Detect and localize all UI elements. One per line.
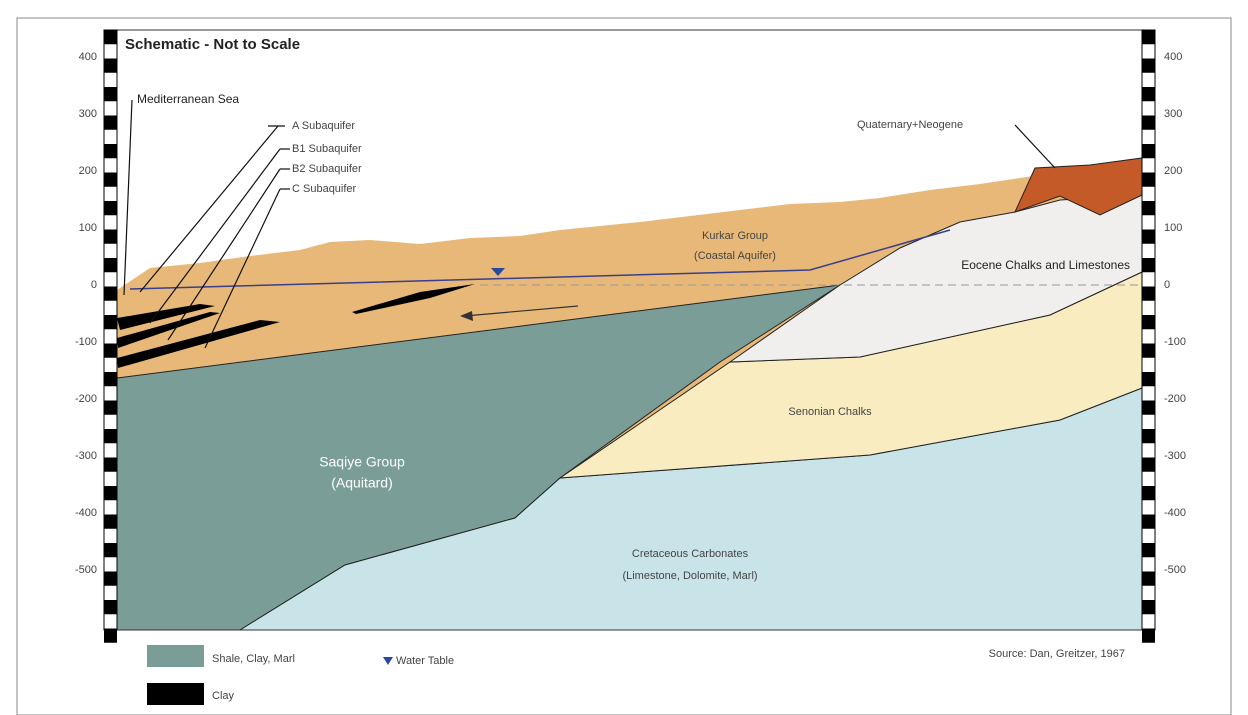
scale-label: 0 [1164, 279, 1170, 291]
ruler-segment [1142, 201, 1155, 216]
label: Quaternary+Neogene [857, 119, 963, 131]
scale-label: -200 [1164, 393, 1186, 405]
ruler-segment [104, 343, 117, 358]
ruler-segment [1142, 571, 1155, 586]
ruler-segment [1142, 87, 1155, 102]
source: Source: Dan, Greitzer, 1967 [989, 648, 1125, 660]
scale-label: -300 [75, 450, 97, 462]
ruler-segment [1142, 315, 1155, 330]
ruler-segment [1142, 144, 1155, 159]
legend-label: Water Table [396, 655, 454, 667]
scale-label: -500 [75, 564, 97, 576]
ruler-segment [104, 457, 117, 472]
scale-label: -100 [75, 336, 97, 348]
leader-lines [123, 99, 1056, 349]
ruler-segment [104, 543, 117, 558]
flow-arrow [464, 305, 579, 317]
clay-lenses [117, 284, 475, 368]
scale-label: -400 [75, 507, 97, 519]
scale-label: -200 [75, 393, 97, 405]
legend-marker [383, 657, 393, 665]
ruler-segment [1142, 486, 1155, 501]
ruler-segment [1142, 457, 1155, 472]
legend-label: Shale, Clay, Marl [212, 653, 295, 665]
scale-label: 100 [1164, 222, 1182, 234]
label: Kurkar Group [702, 230, 768, 242]
scale-label: 0 [91, 279, 97, 291]
scale-label: 200 [79, 165, 97, 177]
ruler-segment [1142, 286, 1155, 301]
ruler-segment [1142, 258, 1155, 273]
water-table-line [129, 229, 951, 290]
ruler-segment [104, 201, 117, 216]
ruler-segment [104, 229, 117, 244]
label: B1 Subaquifer [292, 143, 362, 155]
legend-swatch [147, 683, 204, 705]
ruler-segment [104, 30, 117, 45]
ruler-segment [1142, 514, 1155, 529]
scale-label: 100 [79, 222, 97, 234]
ruler-segment [104, 429, 117, 444]
ruler-segment [1142, 172, 1155, 187]
ruler-segment [1142, 543, 1155, 558]
ruler-segment [104, 144, 117, 159]
ruler-segment [1142, 400, 1155, 415]
ruler-segment [1142, 429, 1155, 444]
ruler-segment [104, 486, 117, 501]
flow-arrowhead [460, 311, 473, 321]
ruler-segment [104, 315, 117, 330]
label: (Limestone, Dolomite, Marl) [622, 570, 757, 582]
scale-label: -500 [1164, 564, 1186, 576]
scale-label: 400 [79, 51, 97, 63]
ruler-segment [104, 58, 117, 73]
cross-section [116, 99, 1143, 631]
scale-label: -400 [1164, 507, 1186, 519]
title: Schematic - Not to Scale [125, 36, 300, 53]
ruler-segment [104, 87, 117, 102]
ruler-segment [1142, 600, 1155, 615]
ruler-segment [104, 600, 117, 615]
label: Cretaceous Carbonates [632, 548, 749, 560]
label: A Subaquifer [292, 120, 355, 132]
ruler-segment [104, 400, 117, 415]
ruler-segment [1142, 372, 1155, 387]
legend-swatch [147, 645, 204, 667]
ruler-segment [104, 115, 117, 130]
ruler-segment [1142, 343, 1155, 358]
eocene-layer [728, 194, 1143, 363]
scale-label: -300 [1164, 450, 1186, 462]
ruler-segment [1142, 58, 1155, 73]
scale-label: 400 [1164, 51, 1182, 63]
label: Saqiye Group [319, 454, 405, 470]
label: Eocene Chalks and Limestones [961, 258, 1130, 272]
rulers [103, 29, 1156, 643]
scale-label: 200 [1164, 165, 1182, 177]
legend-label: Clay [212, 690, 235, 702]
ruler-segment [104, 514, 117, 529]
ruler-segment [104, 571, 117, 586]
label: (Aquitard) [331, 475, 392, 491]
ruler-segment [1142, 30, 1155, 45]
ruler-segment [104, 286, 117, 301]
ruler-segment [1142, 115, 1155, 130]
label: C Subaquifer [292, 183, 357, 195]
label: Senonian Chalks [788, 406, 872, 418]
ruler-segment [1142, 229, 1155, 244]
scale-label: 300 [79, 108, 97, 120]
ruler-segment [104, 172, 117, 187]
ruler-segment [104, 372, 117, 387]
water-table-marker [491, 268, 505, 276]
label: (Coastal Aquifer) [694, 250, 776, 262]
scale-label: -100 [1164, 336, 1186, 348]
ruler-segment [104, 258, 117, 273]
label: B2 Subaquifer [292, 163, 362, 175]
ruler-segment [1142, 628, 1155, 643]
ruler-segment [104, 628, 117, 643]
scale-label: 300 [1164, 108, 1182, 120]
label: Mediterranean Sea [137, 92, 239, 106]
